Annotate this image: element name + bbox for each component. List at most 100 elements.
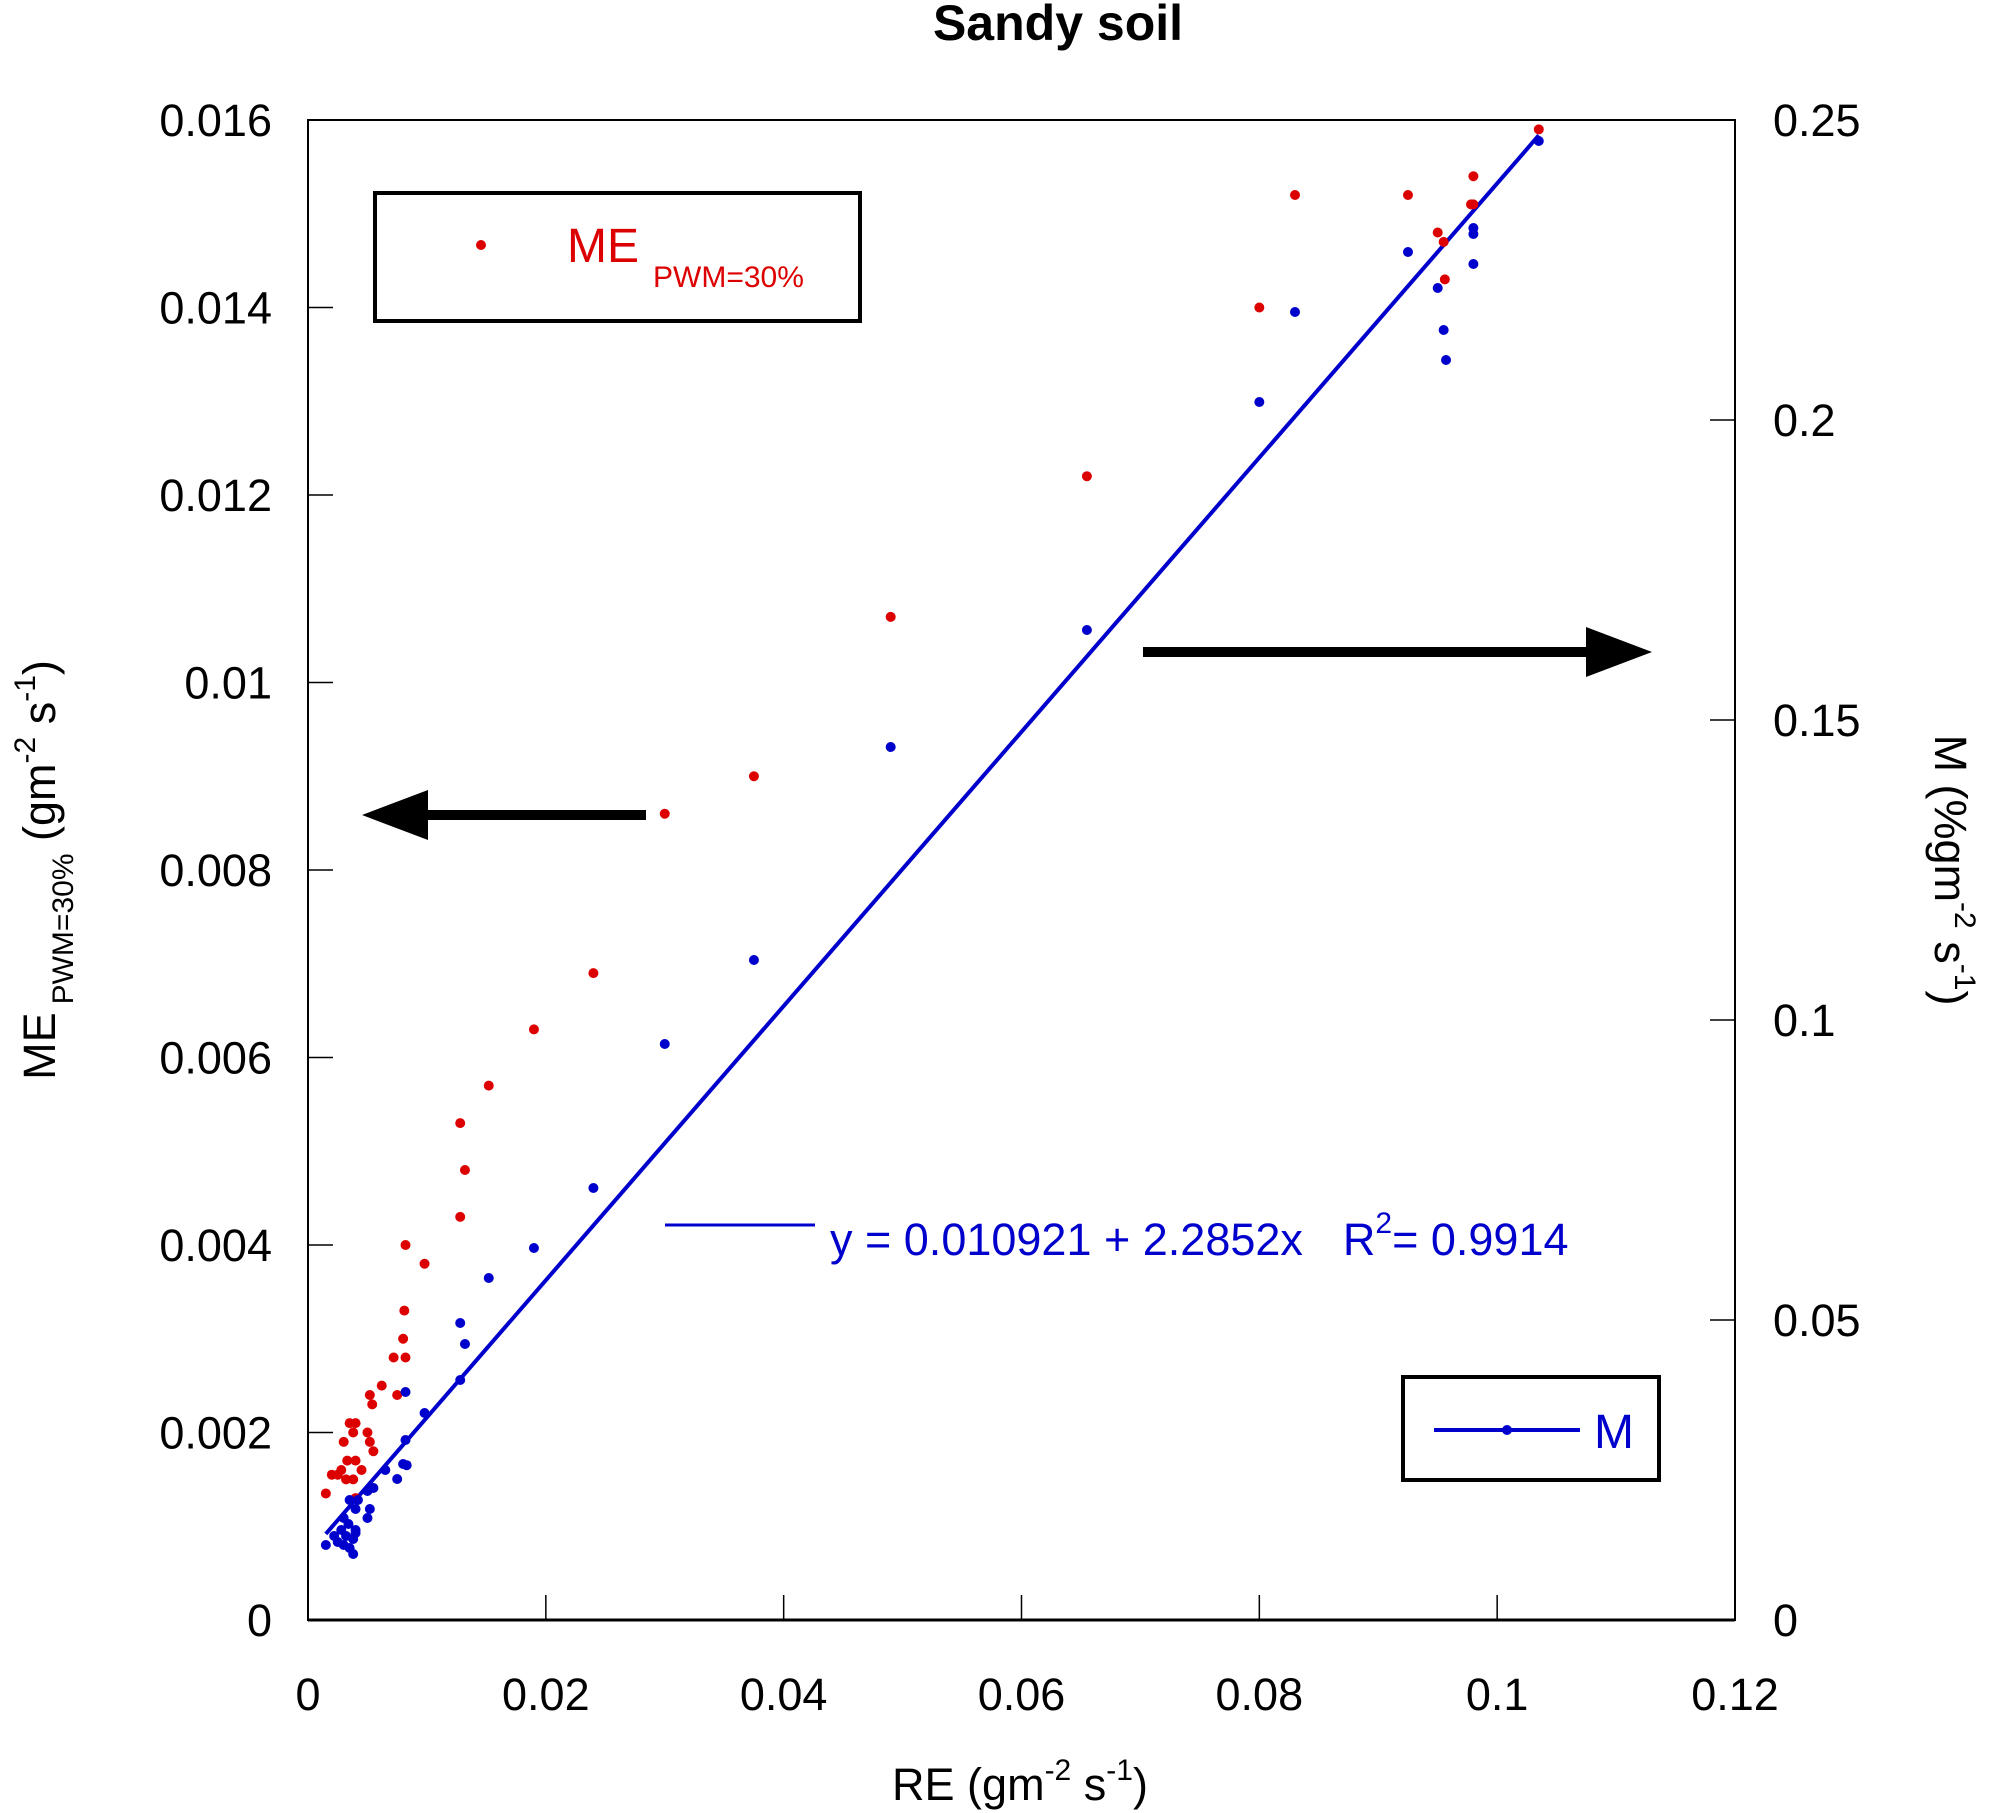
legend-m-label: M bbox=[1594, 1406, 1634, 1459]
y-left-tick-label: 0.006 bbox=[159, 1033, 272, 1084]
me-point bbox=[348, 1427, 359, 1438]
x-tick-label: 0.12 bbox=[1691, 1669, 1779, 1720]
m-point bbox=[343, 1519, 354, 1529]
me-point bbox=[367, 1399, 378, 1410]
me-point bbox=[364, 1436, 375, 1447]
m-point bbox=[885, 742, 896, 752]
m-point bbox=[352, 1495, 363, 1505]
me-point bbox=[348, 1474, 359, 1485]
x-axis-title-main: RE (gm bbox=[892, 1759, 1045, 1810]
y-right-tick-label: 0.15 bbox=[1773, 695, 1861, 746]
m-point bbox=[1402, 247, 1413, 257]
regression-line bbox=[324, 134, 1541, 1536]
equation-main: y = 0.010921 + 2.2852x bbox=[830, 1214, 1303, 1265]
me-point bbox=[376, 1380, 387, 1391]
me-point bbox=[748, 771, 759, 782]
m-point bbox=[1533, 136, 1544, 146]
y-right-tick-label: 0 bbox=[1773, 1595, 1798, 1646]
equation-annotation: y = 0.010921 + 2.2852x R2= 0.9914 bbox=[665, 1207, 1569, 1265]
m-point bbox=[588, 1183, 599, 1193]
legend-me-sub: PWM=30% bbox=[653, 261, 804, 294]
m-point bbox=[1441, 355, 1452, 365]
me-point bbox=[338, 1436, 349, 1447]
legend-m: M bbox=[1401, 1375, 1661, 1482]
y-axis-left-title: ME PWM=30% (gm-2 s-1) bbox=[9, 660, 80, 1080]
m-point bbox=[1468, 259, 1479, 269]
me-point bbox=[400, 1240, 411, 1250]
y-left-tick-label: 0.01 bbox=[184, 658, 272, 709]
me-point bbox=[364, 1390, 375, 1400]
m-point bbox=[344, 1495, 355, 1505]
y-left-title-mid: s bbox=[14, 702, 65, 737]
y-right-tick-label: 0.25 bbox=[1773, 95, 1861, 146]
x-tick-label: 0.04 bbox=[740, 1669, 828, 1720]
m-point bbox=[748, 955, 759, 965]
me-point bbox=[419, 1258, 430, 1269]
m-point bbox=[350, 1504, 361, 1514]
me-point bbox=[341, 1474, 352, 1485]
m-point bbox=[1290, 307, 1301, 317]
y-left-tick-label: 0 bbox=[247, 1595, 272, 1646]
me-point bbox=[528, 1024, 539, 1035]
series-m-points bbox=[320, 136, 1544, 1559]
me-point bbox=[350, 1455, 361, 1466]
me-point bbox=[1402, 190, 1413, 200]
m-point bbox=[380, 1465, 391, 1475]
m-point bbox=[455, 1375, 466, 1385]
y-left-title-main: ME bbox=[14, 1012, 65, 1080]
me-point bbox=[1439, 274, 1450, 285]
me-point bbox=[362, 1427, 373, 1438]
y-left-title-sup2: -1 bbox=[9, 675, 42, 702]
legend-me-label: ME PWM=30% bbox=[567, 220, 804, 294]
y-left-tick-label: 0.004 bbox=[159, 1220, 272, 1271]
me-point bbox=[368, 1446, 379, 1457]
y-right-tick-label: 0.05 bbox=[1773, 1295, 1861, 1346]
y-left-tick-label: 0.008 bbox=[159, 845, 272, 896]
m-point bbox=[400, 1435, 411, 1445]
m-point bbox=[1468, 229, 1479, 239]
m-point bbox=[459, 1339, 470, 1349]
y-right-title-sup2: -1 bbox=[1948, 964, 1981, 991]
x-tick-label: 0 bbox=[295, 1669, 320, 1720]
x-axis-title-end: ) bbox=[1133, 1759, 1148, 1810]
m-point bbox=[364, 1504, 375, 1514]
tick-labels: 0 0.02 0.04 0.06 0.08 0.1 0.1200.0020.0040.006… bbox=[159, 95, 1860, 1720]
me-point bbox=[342, 1455, 353, 1466]
me-point bbox=[1081, 471, 1092, 482]
me-point bbox=[332, 1469, 343, 1480]
m-point bbox=[320, 1540, 331, 1550]
me-point bbox=[459, 1165, 470, 1175]
me-point bbox=[392, 1390, 403, 1400]
legend-me: ME PWM=30% bbox=[373, 191, 862, 323]
m-point bbox=[455, 1318, 466, 1328]
x-tick-label: 0.1 bbox=[1466, 1669, 1529, 1720]
me-point bbox=[350, 1418, 361, 1429]
m-point bbox=[362, 1486, 373, 1496]
m-point bbox=[362, 1513, 373, 1523]
m-point bbox=[1254, 397, 1265, 407]
me-point bbox=[1254, 302, 1265, 313]
y-right-title-end: ) bbox=[1925, 990, 1976, 1005]
equation-r-value: = 0.9914 bbox=[1392, 1214, 1568, 1265]
me-point bbox=[398, 1333, 409, 1344]
axis-ticks bbox=[308, 306, 1735, 1620]
m-point bbox=[528, 1243, 539, 1253]
m-point bbox=[419, 1408, 430, 1418]
y-left-title-sub: PWM=30% bbox=[47, 854, 80, 1005]
me-point bbox=[400, 1352, 411, 1363]
me-point bbox=[399, 1305, 410, 1316]
me-point bbox=[320, 1488, 331, 1499]
me-point bbox=[455, 1211, 466, 1222]
me-point bbox=[1466, 199, 1477, 210]
me-point bbox=[659, 808, 670, 819]
series-me-points bbox=[320, 124, 1544, 1504]
legend-me-main: ME bbox=[567, 220, 639, 273]
me-point bbox=[1468, 171, 1479, 182]
legend-m-marker bbox=[1502, 1425, 1512, 1435]
x-tick-label: 0.02 bbox=[502, 1669, 590, 1720]
me-point bbox=[588, 968, 599, 979]
legend-me-box bbox=[373, 191, 862, 323]
m-point bbox=[1081, 625, 1092, 635]
y-left-tick-label: 0.012 bbox=[159, 470, 272, 521]
me-point bbox=[356, 1465, 367, 1475]
